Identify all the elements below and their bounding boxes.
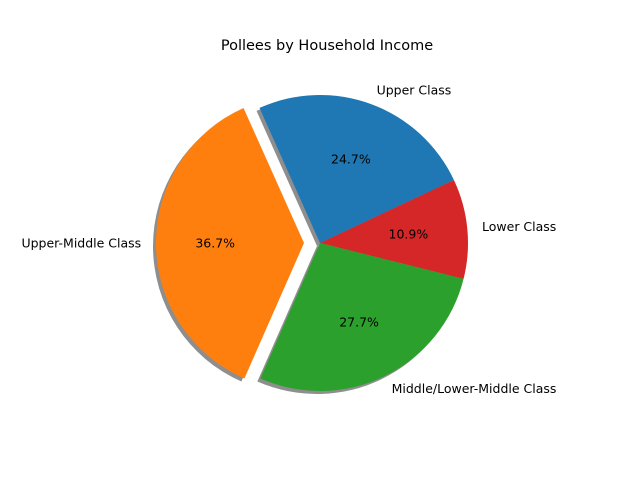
slice-labels: Upper Class Lower Class Middle/Lower-Middl…: [21, 82, 556, 396]
pie-slice-upper-class: [259, 95, 454, 244]
slice-label-upper-middle-class: Upper-Middle Class: [21, 236, 141, 251]
pie-slices: [156, 95, 468, 391]
slice-label-lower-class: Lower Class: [482, 219, 556, 234]
pie-slice-lower-class: [320, 179, 468, 279]
percent-label-upper-class: 24.7%: [331, 152, 371, 167]
pie-slice-middle-lower-middle-class: [260, 243, 464, 391]
chart-title: Pollees by Household Income: [221, 38, 433, 54]
slice-label-middle-lower-middle-class: Middle/Lower-Middle Class: [392, 381, 557, 396]
percent-label-middle-lower-middle-class: 27.7%: [339, 315, 379, 330]
percent-label-upper-middle-class: 36.7%: [195, 235, 235, 250]
percent-labels: 24.7% 10.9% 27.7% 36.7%: [195, 152, 428, 330]
slice-label-upper-class: Upper Class: [377, 82, 452, 97]
pie-slice-upper-middle-class: [156, 107, 305, 379]
percent-label-lower-class: 10.9%: [389, 226, 429, 241]
